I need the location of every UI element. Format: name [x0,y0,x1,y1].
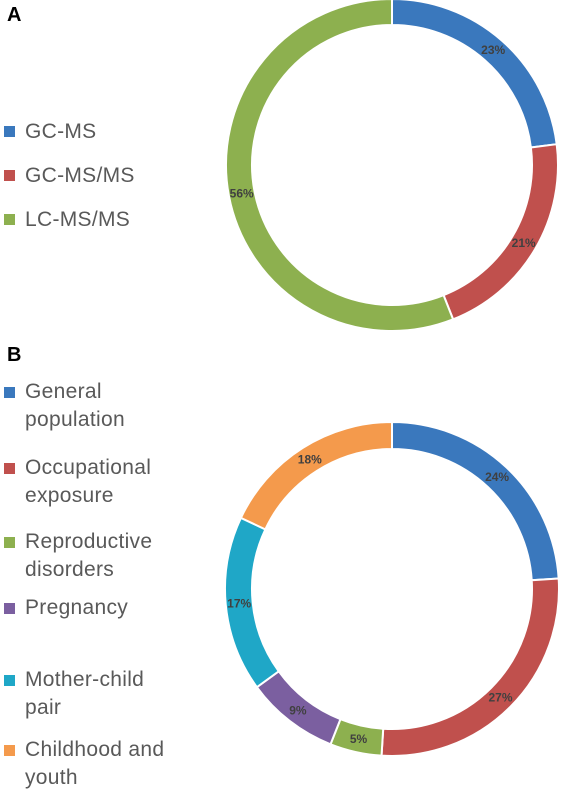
donut-slice [391,0,558,149]
legend-item-gc-ms-ms: GC-MS/MS [4,162,135,206]
legend-item-childhood-and-youth: Childhood and youth [4,736,164,796]
donut-slice [380,577,560,757]
donut-slice [239,420,393,531]
donut-slice [391,420,560,582]
legend-swatch [4,387,15,398]
legend-item-reproductive-disorders: Reproductive disorders [4,528,164,594]
legend-item-gc-ms: GC-MS [4,118,135,162]
legend-swatch [4,170,15,181]
legend-label: Mother-child pair [25,668,145,719]
data-label: 23% [481,43,505,57]
legend-label: Occupational exposure [25,456,152,507]
legend-item-general-population: General population [4,378,164,454]
legend-a: GC-MS GC-MS/MS LC-MS/MS [4,118,135,250]
legend-label: GC-MS/MS [25,164,135,187]
data-label: 27% [488,691,512,705]
legend-swatch [4,537,15,548]
legend-swatch [4,126,15,137]
panel-label-b: B [7,344,22,366]
legend-swatch [4,463,15,474]
legend-swatch [4,745,15,756]
legend-label: GC-MS [25,120,97,143]
legend-item-pregnancy: Pregnancy [4,594,164,666]
data-label: 56% [230,187,254,201]
legend-label: Pregnancy [25,596,129,619]
data-label: 9% [289,703,307,717]
legend-label: General population [25,380,125,431]
legend-swatch [4,214,15,225]
data-label: 18% [298,452,322,466]
data-label: 24% [485,470,509,484]
legend-item-lc-ms-ms: LC-MS/MS [4,206,135,250]
legend-label: Reproductive disorders [25,530,153,581]
legend-b: General population Occupational exposure R… [4,378,164,796]
legend-swatch [4,603,15,614]
legend-item-mother-child-pair: Mother-child pair [4,666,164,736]
panel-label-a: A [7,4,22,26]
legend-label: LC-MS/MS [25,208,131,231]
legend-item-occupational-exposure: Occupational exposure [4,454,164,528]
donut-slice [225,0,455,332]
legend-swatch [4,675,15,686]
legend-label: Childhood and youth [25,738,165,789]
donut-slice [442,143,559,321]
data-label: 5% [350,732,368,746]
donut-chart-b: 24% 27% 5% 9% 17% 18% [224,420,560,757]
data-label: 17% [227,596,251,610]
donut-chart-a: 23% 21% 56% [225,0,559,332]
data-label: 21% [512,236,536,250]
